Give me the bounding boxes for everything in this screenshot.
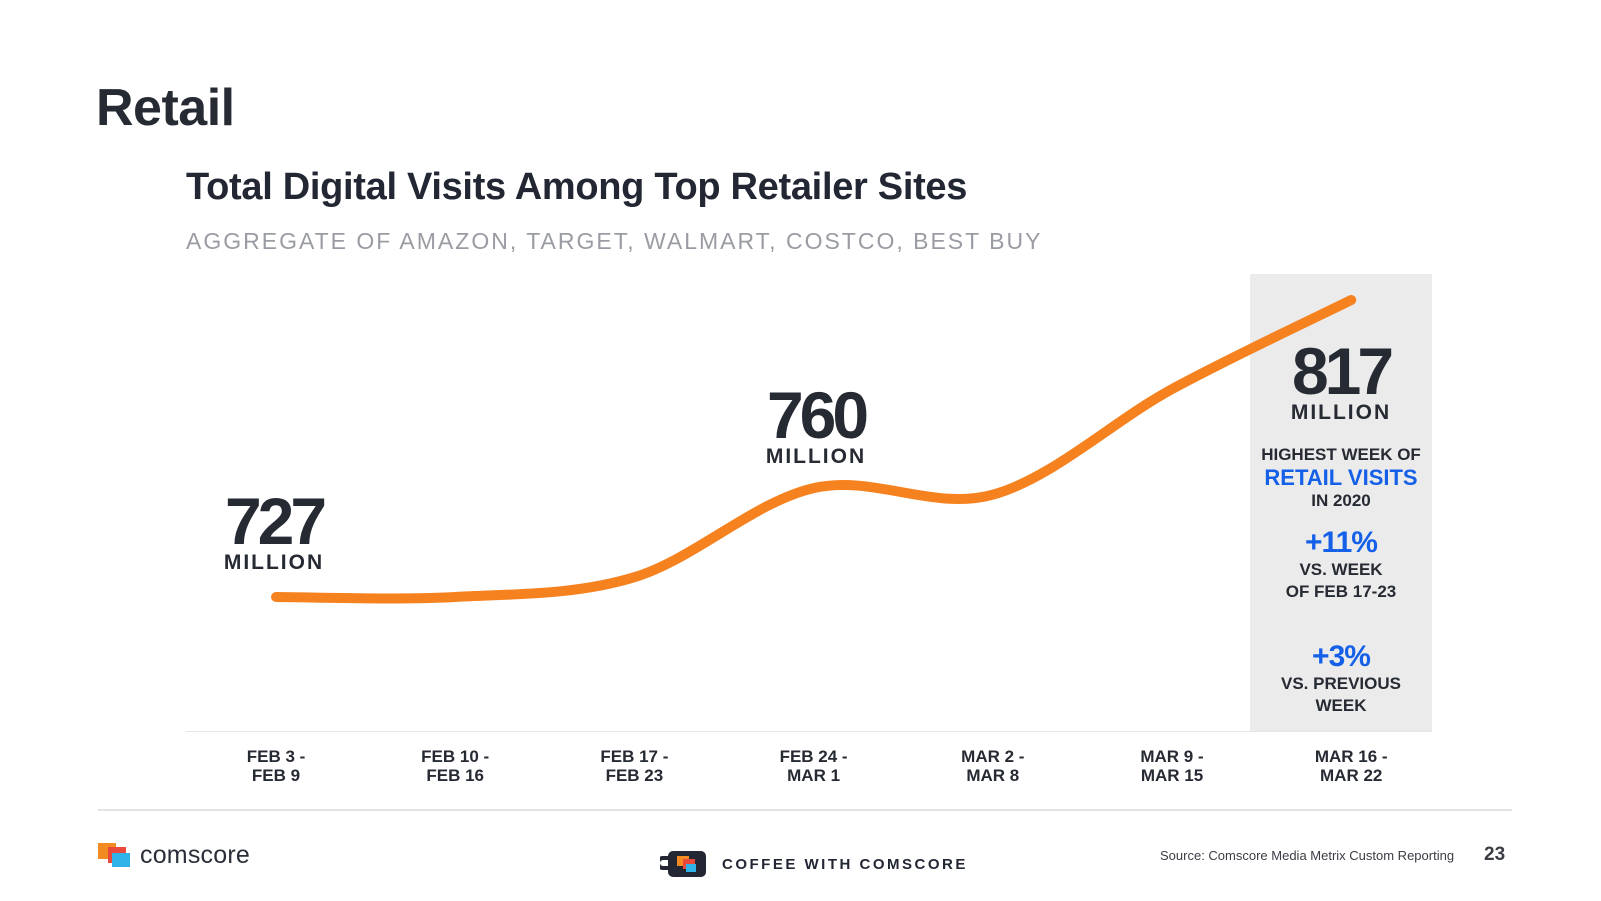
page-number: 23 [1484,844,1506,865]
callout-feb24: 760 MILLION [754,378,878,468]
section-title: Retail [96,79,235,137]
coffee-with-comscore: COFFEE WITH COMSCORE [660,849,968,879]
annotation-percent: +3% [1312,640,1371,673]
callout-unit: MILLION [223,551,325,574]
annotation-line: OF FEB 17-23 [1285,582,1397,601]
callout-mar16: 817 MILLION [1279,334,1403,424]
comscore-brand: comscore [98,841,250,869]
callout-value: 760 [766,378,869,452]
callout-value: 817 [1291,334,1394,408]
callout-value: 727 [224,484,327,558]
coffee-mug-icon [660,851,706,877]
annotation-highest-week: HIGHEST WEEK OF RETAIL VISITS IN 2020 [1250,444,1432,512]
chart-subtitle: AGGREGATE OF AMAZON, TARGET, WALMART, CO… [186,228,1043,254]
callout-unit: MILLION [765,445,867,468]
coffee-label: COFFEE WITH COMSCORE [722,855,968,873]
callout-feb3: 727 MILLION [212,484,336,574]
callout-unit: MILLION [1290,401,1392,424]
brand-name: comscore [140,840,250,869]
x-tick-label: FEB 17 -FEB 23 [600,747,668,785]
source-note: Source: Comscore Media Metrix Custom Rep… [1160,848,1455,863]
x-tick-label: MAR 16 -MAR 22 [1315,747,1388,785]
x-tick-label: MAR 2 -MAR 8 [961,747,1024,785]
annotation-line: HIGHEST WEEK OF [1261,445,1421,464]
x-axis-ticks: FEB 3 -FEB 9 FEB 10 -FEB 16 FEB 17 -FEB 23… [247,747,1388,785]
annotation-percent: +11% [1305,526,1378,559]
annotation-vs-previous: +3% VS. PREVIOUS WEEK [1250,641,1432,717]
x-tick-label: FEB 3 -FEB 9 [247,747,306,785]
chart-title: Total Digital Visits Among Top Retailer … [186,166,968,208]
annotation-line: IN 2020 [1311,491,1371,510]
x-tick-label: FEB 10 -FEB 16 [421,747,489,785]
comscore-logo-icon [98,841,132,869]
footer-divider [98,809,1512,811]
highlight-band [1250,274,1432,732]
annotation-vs-feb: +11% VS. WEEK OF FEB 17-23 [1250,527,1432,603]
annotation-line: WEEK [1315,696,1367,715]
annotation-highlight: RETAIL VISITS [1264,465,1418,490]
x-tick-label: FEB 24 -MAR 1 [780,747,848,785]
x-tick-label: MAR 9 -MAR 15 [1140,747,1203,785]
annotation-line: VS. PREVIOUS [1281,674,1401,693]
x-axis-line [186,731,1432,732]
series-line-retail-visits [271,295,1357,604]
annotation-line: VS. WEEK [1299,560,1383,579]
